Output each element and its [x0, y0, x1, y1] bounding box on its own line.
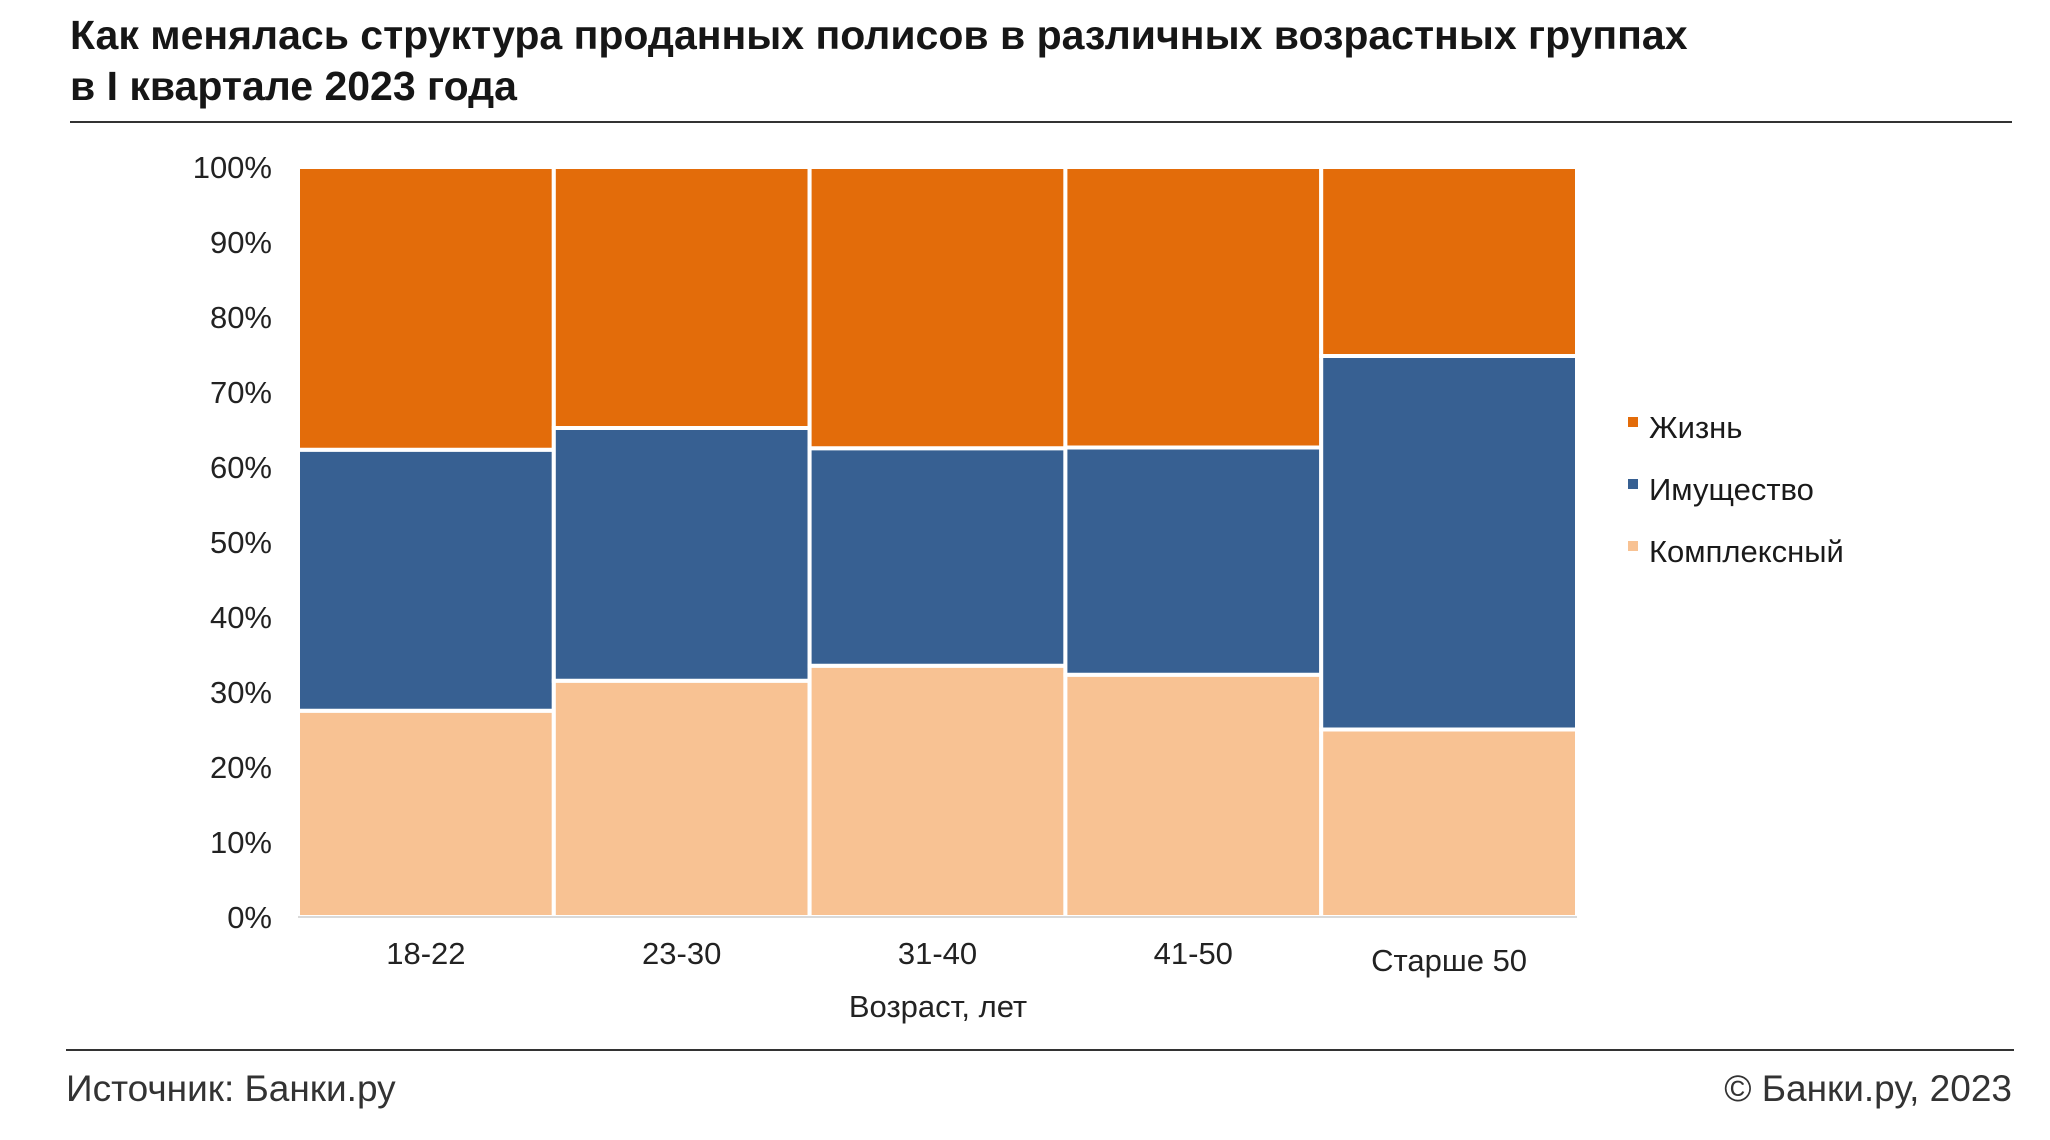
- bar-segment: [296, 447, 556, 713]
- y-tick-label: 50%: [210, 525, 272, 560]
- legend-label: Имущество: [1649, 472, 1814, 507]
- bar-segment: [296, 165, 556, 452]
- legend-swatch: [1628, 417, 1638, 427]
- bar-segment: [807, 663, 1068, 919]
- legend-swatch: [1628, 479, 1638, 489]
- y-tick-label: 30%: [210, 675, 272, 710]
- y-tick-label: 0%: [227, 900, 272, 935]
- stacked-bar-chart: 0% 10% 20% 30% 40% 50% 60% 70% 80% 90% 100% 18-22 23…: [193, 150, 1579, 1024]
- y-tick-label: 10%: [210, 825, 272, 860]
- x-tick-label: 23-30: [642, 936, 721, 971]
- title-line-2: в I квартале 2023 года: [70, 63, 517, 109]
- bar-segment: [551, 165, 812, 430]
- bar-segment: [1063, 445, 1324, 677]
- y-tick-label: 20%: [210, 750, 272, 785]
- bar-segment: [1319, 354, 1579, 732]
- x-axis-label: Возраст, лет: [849, 989, 1027, 1024]
- x-tick-label: 18-22: [386, 936, 465, 971]
- y-tick-label: 100%: [193, 150, 272, 185]
- y-tick-label: 90%: [210, 225, 272, 260]
- title-line-1: Как менялась структура проданных полисов…: [70, 12, 1688, 58]
- bar-segment: [1063, 165, 1324, 450]
- title-divider: [70, 121, 2012, 123]
- x-tick-label: 41-50: [1154, 936, 1233, 971]
- y-tick-label: 70%: [210, 375, 272, 410]
- source-note: Источник: Банки.ру: [66, 1068, 396, 1109]
- y-tick-label: 80%: [210, 300, 272, 335]
- legend-swatch: [1628, 541, 1638, 551]
- y-tick-label: 40%: [210, 600, 272, 635]
- legend-item: Жизнь: [1628, 408, 1742, 448]
- y-tick-label: 60%: [210, 450, 272, 485]
- bar-segment: [296, 708, 556, 919]
- bar-segment: [1063, 672, 1324, 919]
- bar-segment: [807, 165, 1068, 451]
- bar-segment: [551, 426, 812, 683]
- bar-segment: [1319, 165, 1579, 358]
- chart-title: Как менялась структура проданных полисов…: [70, 10, 1970, 112]
- bar-segment: [1319, 727, 1579, 919]
- legend-label: Жизнь: [1649, 410, 1743, 445]
- legend-item: Комплексный: [1628, 532, 1844, 572]
- footer-divider: [66, 1049, 2014, 1051]
- x-tick-label: 31-40: [898, 936, 977, 971]
- legend-item: Имущество: [1628, 470, 1814, 510]
- x-tick-label: Старше 50: [1371, 943, 1527, 978]
- bar-segment: [551, 678, 812, 919]
- copyright-note: © Банки.ру, 2023: [1724, 1068, 2012, 1109]
- bar-segment: [807, 446, 1068, 668]
- legend-label: Комплексный: [1649, 534, 1844, 569]
